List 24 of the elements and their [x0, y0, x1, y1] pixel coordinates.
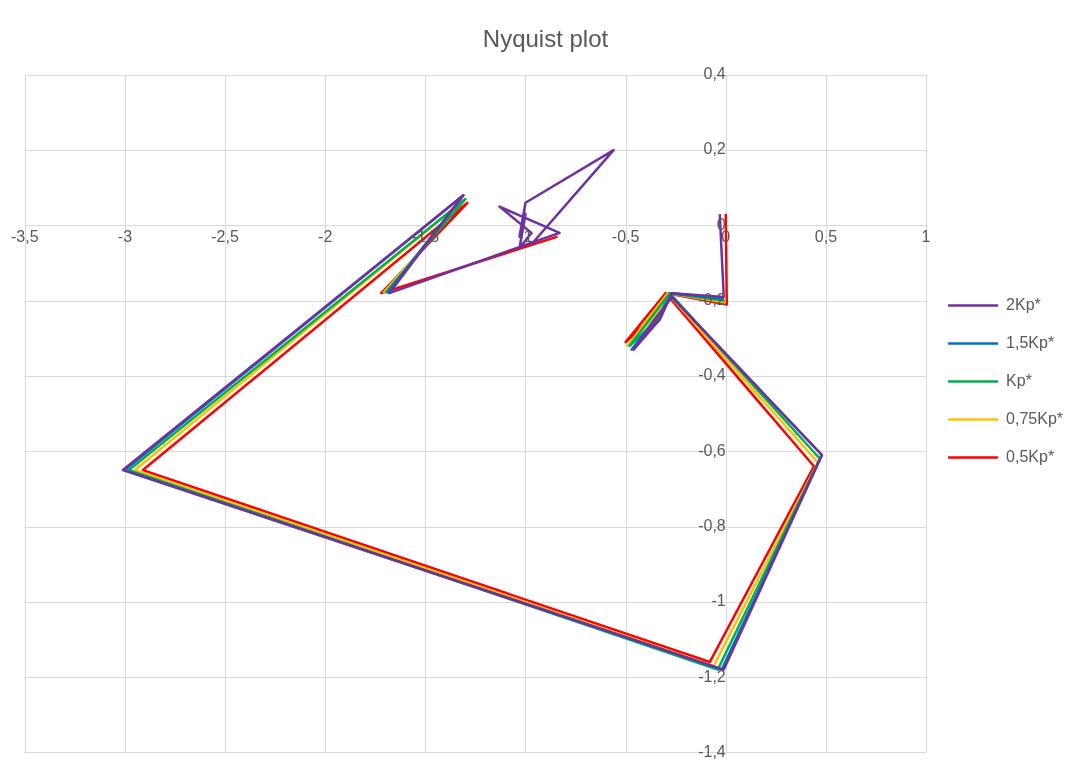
x-tick-label: 1	[921, 228, 931, 246]
x-tick-label: -1	[518, 228, 533, 246]
legend-label: Kp*	[1006, 371, 1032, 389]
legend-label: 2Kp*	[1006, 295, 1041, 313]
x-tick-label: -3	[117, 228, 133, 246]
x-tick-label: 0,5	[814, 228, 838, 246]
x-tick-label: -3,5	[11, 228, 39, 246]
y-tick-label: -1,4	[698, 742, 726, 760]
legend-label: 0,75Kp*	[1006, 409, 1063, 427]
x-tick-label: -2	[318, 228, 333, 246]
y-tick-label: -0,4	[698, 366, 726, 384]
y-tick-label: -1	[711, 592, 726, 610]
y-tick-label: 0,2	[703, 140, 726, 158]
y-tick-label: 0,4	[703, 65, 726, 83]
legend-label: 1,5Kp*	[1006, 333, 1055, 351]
x-tick-label: -2,5	[211, 228, 239, 246]
x-tick-label: -0,5	[611, 228, 640, 246]
legend-label: 0,5Kp*	[1006, 447, 1055, 465]
x-tick-label: -1,5	[411, 228, 440, 246]
y-tick-label: -0,8	[698, 516, 726, 534]
y-tick-label: -0,6	[698, 441, 726, 459]
chart-title: Nyquist plot	[482, 25, 609, 53]
y-tick-label: -1,2	[698, 667, 726, 685]
y-tick-label: -0,2	[698, 291, 726, 309]
